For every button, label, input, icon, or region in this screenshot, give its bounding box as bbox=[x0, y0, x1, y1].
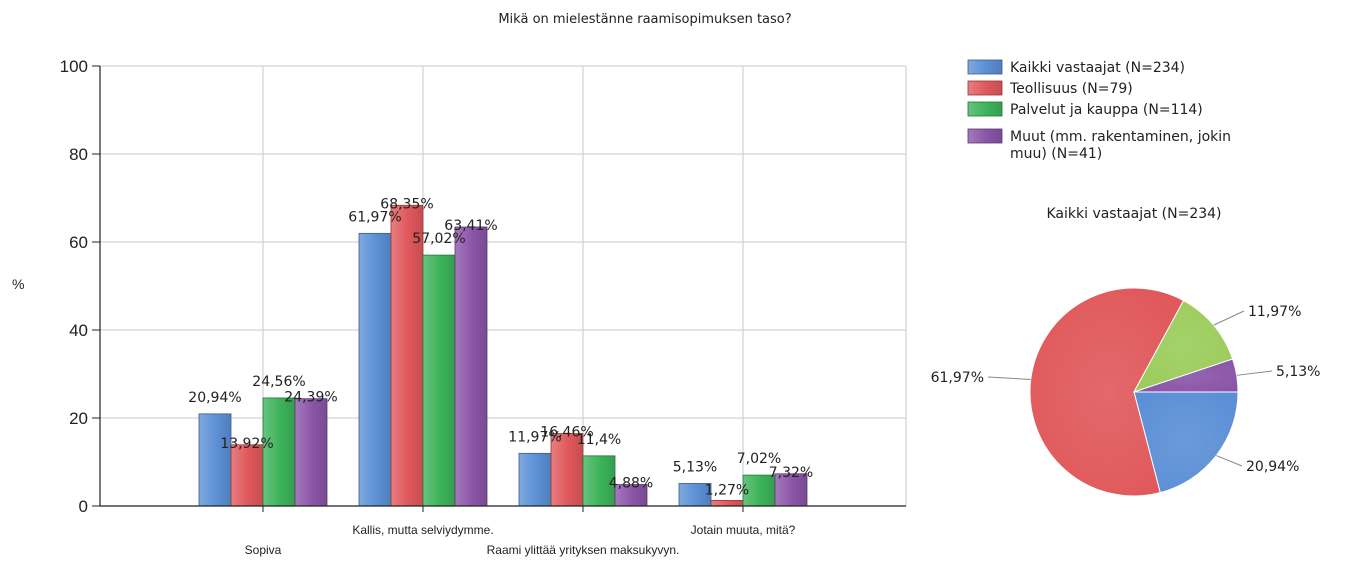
y-tick-label: 60 bbox=[69, 233, 88, 252]
bar-data-label: 4,88% bbox=[609, 476, 653, 492]
bar-data-label: 24,39% bbox=[284, 390, 337, 406]
bar bbox=[774, 473, 808, 507]
legend-entry: Teollisuus (N=79) bbox=[1009, 81, 1133, 97]
pie-leader-line bbox=[1236, 370, 1273, 376]
bar-data-label: 7,32% bbox=[769, 465, 813, 481]
axes bbox=[92, 65, 906, 512]
bar bbox=[294, 398, 328, 507]
legend-entry: Palvelut ja kauppa (N=114) bbox=[1010, 102, 1203, 118]
y-tick-label: 80 bbox=[69, 145, 88, 164]
pie-slice bbox=[1029, 287, 1185, 497]
x-category-label: Sopiva bbox=[245, 543, 282, 557]
bar bbox=[390, 204, 424, 507]
pie-data-label: 61,97% bbox=[931, 370, 984, 386]
y-axis-label: % bbox=[12, 276, 24, 292]
legend-entry: Muut (mm. rakentaminen, jokin bbox=[1010, 129, 1231, 145]
bar bbox=[422, 254, 456, 507]
legend-swatch bbox=[967, 59, 1003, 75]
legend-entry: Kaikki vastaajat (N=234) bbox=[1010, 60, 1185, 76]
bar-data-label: 20,94% bbox=[188, 390, 241, 406]
bar-data-label: 63,41% bbox=[444, 218, 497, 234]
bar-data-label: 1,27% bbox=[705, 482, 749, 498]
bar-data-label: 68,35% bbox=[380, 196, 433, 212]
grid-lines bbox=[100, 65, 907, 507]
bar bbox=[358, 232, 392, 507]
pie-leader-line bbox=[1213, 310, 1245, 326]
legend-swatch bbox=[967, 80, 1003, 96]
bar-data-label: 13,92% bbox=[220, 436, 273, 452]
x-category-label: Kallis, mutta selviydymme. bbox=[352, 523, 493, 537]
bar bbox=[518, 452, 552, 507]
category-labels: Sopiva Kallis, mutta selviydymme. Raami yl… bbox=[245, 523, 796, 557]
legend-swatch bbox=[967, 128, 1003, 144]
pie-chart-title: Kaikki vastaajat (N=234) bbox=[1046, 206, 1221, 222]
y-tick-label: 100 bbox=[60, 57, 88, 76]
pie-data-label: 5,13% bbox=[1276, 364, 1320, 380]
y-tick-label: 40 bbox=[69, 321, 88, 340]
y-tick-label: 20 bbox=[69, 409, 88, 428]
bar-data-label: 11,4% bbox=[577, 432, 621, 448]
legend: Kaikki vastaajat (N=234) Teollisuus (N=79… bbox=[967, 59, 1231, 162]
bar bbox=[710, 500, 744, 507]
y-tick-label: 0 bbox=[79, 497, 88, 516]
legend-entry: muu) (N=41) bbox=[1010, 146, 1102, 162]
bar bbox=[582, 455, 616, 507]
legend-swatch bbox=[967, 101, 1003, 117]
bars bbox=[198, 204, 808, 507]
pie-data-label: 11,97% bbox=[1248, 304, 1301, 320]
pie-leader-line bbox=[987, 376, 1031, 380]
bar bbox=[262, 397, 296, 507]
y-tick-labels: 0 20 40 60 80 100 bbox=[60, 57, 88, 516]
bar-data-label: 11,97% bbox=[508, 429, 561, 445]
x-category-label: Raami ylittää yrityksen maksukyvyn. bbox=[487, 543, 680, 557]
bar-data-label: 16,46% bbox=[540, 425, 593, 441]
bar bbox=[230, 444, 264, 507]
bar-data-label: 5,13% bbox=[673, 459, 717, 475]
pie-chart: 20,94% 61,97% 11,97% 5,13% bbox=[931, 287, 1320, 497]
bar-data-label: 61,97% bbox=[348, 209, 401, 225]
pie-slice bbox=[1133, 391, 1239, 494]
bar bbox=[198, 413, 232, 507]
pie-data-label: 20,94% bbox=[1246, 459, 1299, 475]
bar-chart-title: Mikä on mielestänne raamisopimuksen taso… bbox=[498, 12, 791, 27]
bar-data-labels: 20,94% 61,97% 11,97% 5,13% 13,92% 68,35% 16,46… bbox=[188, 196, 813, 498]
x-category-label: Jotain muuta, mitä? bbox=[691, 523, 796, 537]
bar bbox=[454, 226, 488, 507]
bar-data-label: 57,02% bbox=[412, 231, 465, 247]
bar-data-label: 7,02% bbox=[737, 451, 781, 467]
bar-data-label: 24,56% bbox=[252, 374, 305, 390]
pie-leader-line bbox=[1216, 455, 1243, 467]
